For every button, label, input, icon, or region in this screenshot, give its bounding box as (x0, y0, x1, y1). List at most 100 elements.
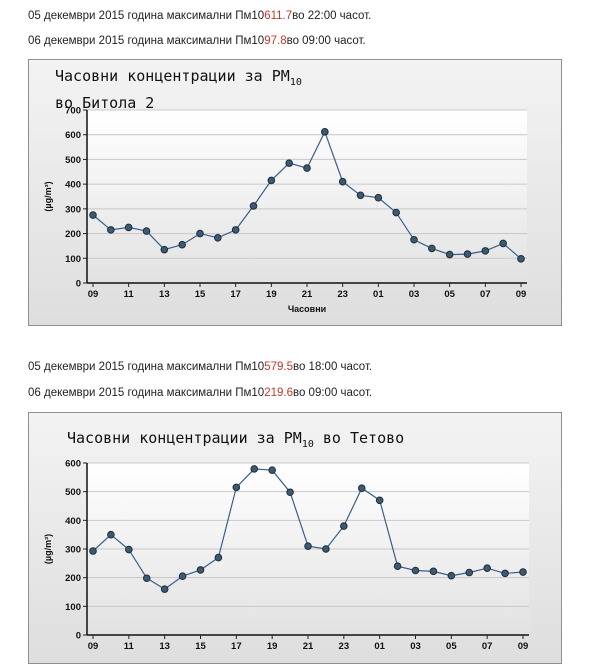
max-info-line-2: 06 декември 2015 година максимални Пм109… (28, 35, 366, 47)
x-tick-label: 03 (410, 641, 421, 652)
max-info-time: во 09:00 часот. (286, 35, 366, 47)
x-tick-label: 05 (446, 641, 457, 652)
data-point (250, 465, 259, 473)
data-point (519, 568, 527, 576)
y-tick-label: 400 (65, 516, 81, 527)
chart-title-main: Часовни концентрации за PM (55, 67, 290, 85)
y-axis-label: (µg/m³) (43, 534, 53, 564)
data-point (463, 250, 472, 258)
chart-plot: 0 100 200 300 400 500 600 09 11 13 15 17 19 21 23 01 03 0… (43, 459, 529, 652)
chart-title-subscript: 10 (301, 439, 314, 450)
max-info-text: 05 декември 2015 година максимални Пм10 (28, 10, 265, 22)
x-tick-label: 19 (266, 289, 277, 300)
x-tick-label: 07 (482, 641, 493, 652)
data-point (196, 229, 204, 238)
data-point (160, 585, 169, 593)
data-point (107, 226, 115, 234)
data-point (411, 566, 420, 575)
chart-plot: 0 100 200 300 400 500 600 700 09 11 13 15 17 19 21 23 01… (43, 106, 527, 314)
x-tick-label: 03 (409, 289, 420, 300)
y-tick-label: 500 (65, 487, 81, 498)
x-tick-label: 21 (302, 289, 313, 300)
data-point (107, 530, 115, 539)
max-info-line-4: 06 декември 2015 година максимални Пм102… (28, 387, 372, 399)
chart-title: Часовни концентрации за PM10 во Тетово (67, 428, 404, 455)
max-info-text: 06 декември 2015 година максимални Пм10 (28, 387, 265, 399)
x-tick-label: 11 (124, 289, 135, 300)
x-tick-label: 17 (231, 641, 242, 652)
data-point (445, 250, 454, 259)
chart-title-station: во Битола 2 (55, 94, 155, 112)
data-point (232, 483, 241, 492)
x-tick-label: 23 (339, 641, 350, 652)
data-point (268, 466, 276, 474)
x-tick-label: 09 (518, 641, 529, 652)
max-info-text: 05 декември 2015 година максимални Пм10 (28, 361, 265, 373)
data-point (160, 245, 169, 254)
data-point (392, 208, 400, 217)
data-point (517, 255, 525, 263)
x-tick-label: 11 (124, 641, 135, 652)
chart-tetovo: Часовни концентрации за PM10 во Тетово 0… (28, 412, 562, 664)
data-point (483, 564, 491, 573)
data-point (321, 128, 329, 136)
data-point (142, 227, 151, 235)
max-info-value: 97.8 (264, 35, 287, 47)
y-tick-label: 400 (65, 180, 81, 191)
x-tick-label: 09 (516, 289, 527, 300)
data-point (89, 211, 97, 219)
y-tick-label: 300 (65, 545, 81, 556)
chart-title: Часовни концентрации за PM10 во Битола 2 (55, 66, 302, 113)
data-point (178, 240, 186, 249)
y-tick-label: 500 (65, 155, 81, 166)
x-tick-label: 13 (159, 641, 170, 652)
data-point (374, 193, 383, 202)
y-tick-label: 300 (65, 204, 81, 215)
x-tick-label: 01 (373, 289, 384, 300)
data-point (231, 226, 240, 234)
y-tick-label: 600 (65, 459, 81, 470)
data-point (249, 202, 258, 210)
data-point (125, 545, 133, 554)
max-info-text: 06 декември 2015 година максимални Пм10 (28, 35, 265, 47)
y-tick-label: 200 (65, 229, 81, 240)
data-point (356, 191, 365, 200)
data-point (214, 233, 222, 242)
data-point (410, 235, 418, 244)
data-point (447, 571, 456, 580)
x-tick-label: 17 (230, 289, 241, 300)
data-point (285, 159, 293, 167)
data-point (357, 484, 366, 493)
y-tick-label: 600 (65, 130, 81, 141)
x-axis-label: Часовни (288, 304, 326, 314)
x-tick-label: 19 (267, 641, 278, 652)
max-info-value: 611.7 (264, 10, 293, 22)
x-tick-label: 09 (88, 289, 99, 300)
max-info-value: 219.6 (264, 387, 293, 399)
data-point (393, 562, 402, 570)
plot-area (87, 110, 527, 283)
data-point (501, 569, 509, 578)
data-point (481, 247, 490, 255)
data-point (499, 239, 507, 248)
data-point (178, 572, 187, 581)
max-info-time: во 18:00 часот. (292, 361, 373, 373)
chart-bitola: Часовни концентрации за PM10 во Битола 2… (28, 59, 562, 326)
chart-title-subscript: 10 (289, 77, 302, 88)
data-point (267, 176, 276, 185)
max-info-time: во 09:00 часот. (292, 387, 373, 399)
data-point (429, 567, 438, 576)
max-info-line-3: 05 декември 2015 година максимални Пм105… (28, 361, 372, 373)
data-point (465, 568, 474, 577)
data-point (196, 566, 205, 574)
data-point (304, 542, 312, 550)
x-tick-label: 21 (303, 641, 314, 652)
data-point (89, 547, 97, 555)
data-point (142, 574, 151, 583)
x-tick-label: 01 (374, 641, 385, 652)
x-tick-label: 05 (444, 289, 455, 300)
y-tick-label: 0 (76, 631, 81, 642)
max-info-value: 579.5 (264, 361, 293, 373)
x-tick-label: 15 (195, 289, 206, 300)
y-tick-label: 100 (65, 254, 81, 265)
